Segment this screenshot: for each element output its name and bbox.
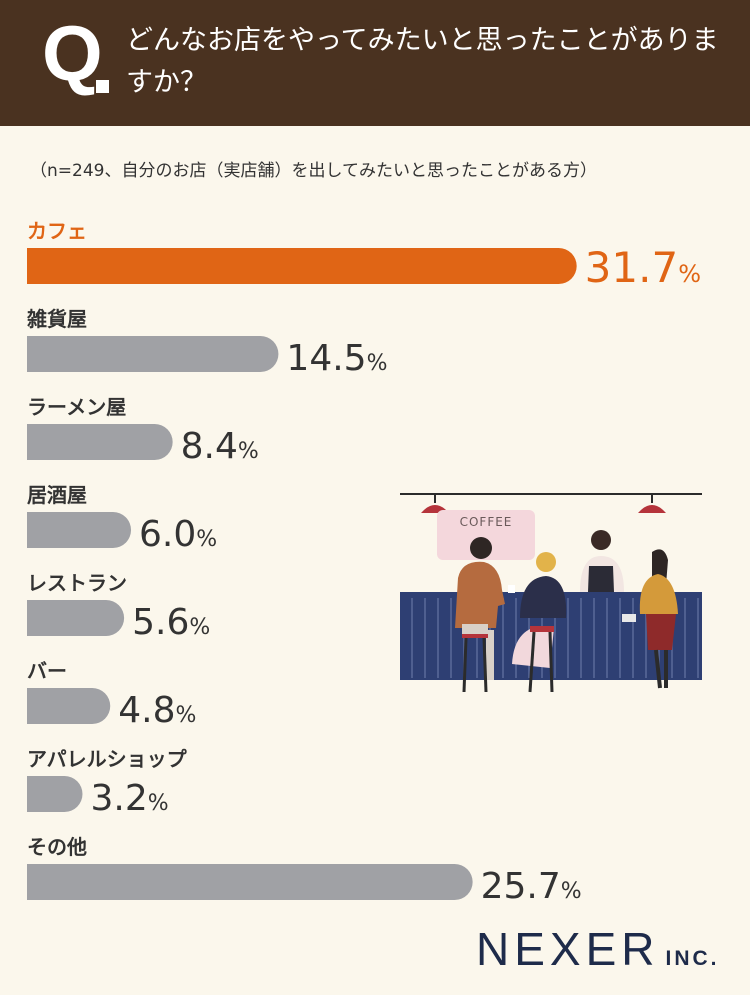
bar-left-edge [27, 776, 63, 812]
value-number: 8.4 [181, 426, 238, 467]
value-unit: % [561, 879, 582, 904]
value-label: 4.8% [118, 690, 196, 731]
value-label: 8.4% [181, 426, 259, 467]
value-label: 31.7% [585, 243, 701, 292]
value-number: 3.2 [90, 778, 147, 819]
bar [27, 336, 279, 372]
q-dot [96, 80, 109, 93]
value-unit: % [189, 615, 210, 640]
nexer-logo: NEXER INC. [476, 922, 719, 976]
value-number: 25.7 [481, 866, 561, 907]
value-unit: % [175, 703, 196, 728]
barista-figure [580, 530, 624, 592]
value-unit: % [196, 527, 217, 552]
value-number: 4.8 [118, 690, 175, 731]
bar [27, 248, 577, 284]
value-number: 31.7 [585, 243, 679, 292]
bar [27, 864, 473, 900]
standing-woman-figure [622, 549, 678, 689]
sample-note: （n=249、自分のお店（実店舗）を出してみたいと思ったことがある方） [30, 161, 597, 181]
logo-suffix: INC. [665, 947, 720, 970]
q-mark: Q [42, 9, 103, 97]
value-unit: % [238, 439, 259, 464]
seated-man-figure [455, 537, 515, 693]
value-unit: % [678, 260, 701, 288]
coffee-sign-text: COFFEE [460, 515, 513, 529]
value-unit: % [148, 791, 169, 816]
bar-left-edge [27, 248, 63, 284]
value-label: 6.0% [139, 514, 217, 555]
value-label: 14.5% [286, 338, 387, 379]
value-label: 3.2% [90, 778, 168, 819]
value-number: 5.6 [132, 602, 189, 643]
seated-woman-figure [512, 552, 567, 693]
category-label: 雑貨屋 [26, 307, 87, 331]
logo-main: NEXER [476, 923, 660, 975]
category-label: ラーメン屋 [27, 395, 126, 419]
bar-left-edge [27, 688, 63, 724]
category-label: アパレルショップ [27, 747, 188, 771]
lamp-right-icon [638, 494, 666, 513]
bar-left-edge [27, 512, 63, 548]
category-label: カフェ [27, 219, 87, 243]
question-header: Q どんなお店をやってみたいと思ったことがありますか？ [0, 0, 750, 126]
bar [27, 424, 173, 460]
value-label: 25.7% [481, 866, 582, 907]
value-number: 14.5 [286, 338, 366, 379]
bar-left-edge [27, 336, 63, 372]
cafe-illustration: COFFEE [400, 493, 702, 693]
question-text: どんなお店をやってみたいと思ったことがありますか？ [126, 25, 719, 98]
category-label: レストラン [27, 571, 127, 595]
category-label: バー [27, 659, 67, 683]
bar-left-edge [27, 864, 63, 900]
category-label: 居酒屋 [27, 483, 87, 507]
bars-group: カフェ 31.7% 雑貨屋 14.5% ラーメン屋 8.4% 居酒屋 6.0% レストラン5.6… [26, 219, 701, 907]
bar-left-edge [27, 600, 63, 636]
bar-left-edge [27, 424, 63, 460]
value-number: 6.0 [139, 514, 196, 555]
value-unit: % [367, 351, 388, 376]
category-label: その他 [27, 835, 87, 859]
value-label: 5.6% [132, 602, 210, 643]
coffee-sign [437, 510, 535, 560]
